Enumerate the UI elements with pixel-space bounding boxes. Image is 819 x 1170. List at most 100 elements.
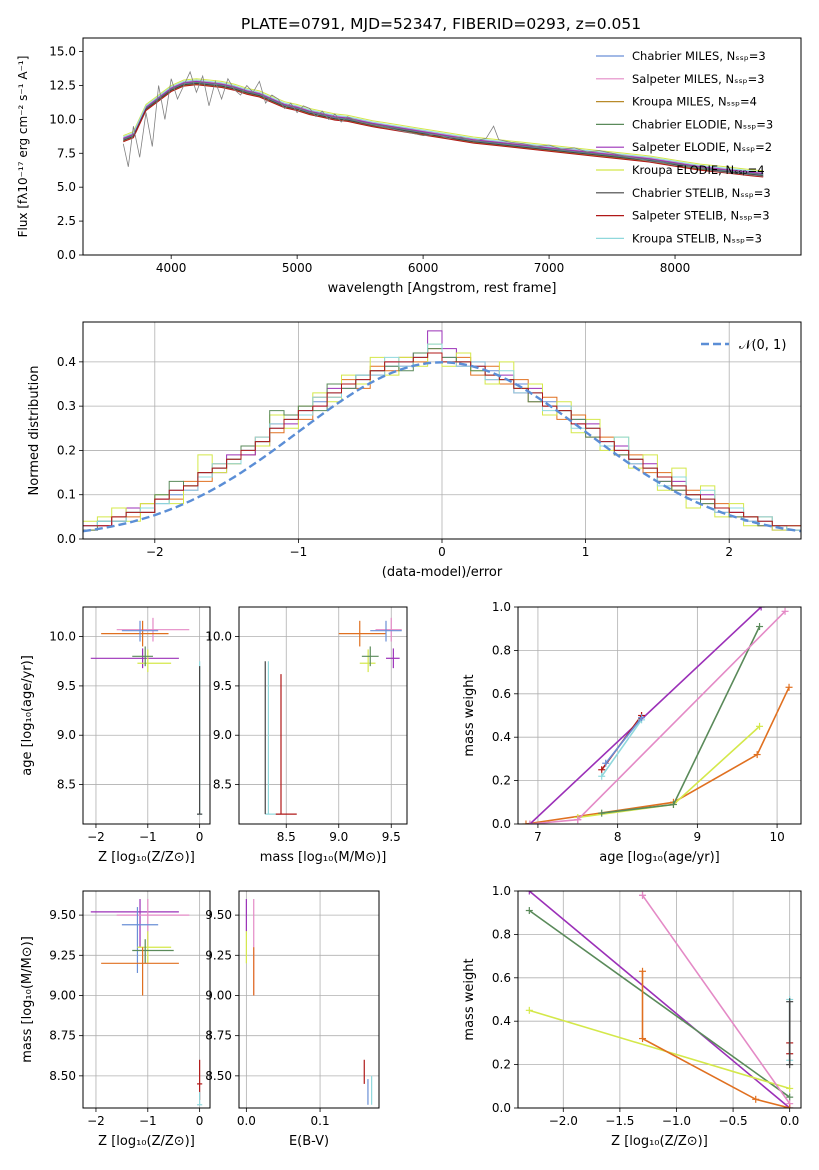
x-tick-label: −1 [290, 545, 308, 559]
y-tick-label: 9.25 [49, 948, 76, 962]
y-tick-label: 0.8 [492, 927, 511, 941]
y-tick-label: 8.5 [213, 778, 232, 792]
x-axis-label: Z [log₁₀(Z/Z⊙)] [98, 1134, 195, 1149]
figure-title: PLATE=0791, MJD=52347, FIBERID=0293, z=0… [241, 15, 641, 33]
series-line [528, 909, 791, 1098]
errorbar-point [197, 1091, 203, 1106]
y-tick-label: 0.0 [492, 817, 511, 831]
x-tick-label: 7 [534, 830, 542, 844]
series-marker [781, 607, 789, 615]
legend-label: Chabrier STELIB, Nₛₛₚ=3 [632, 186, 771, 200]
model-spectrum-line [123, 82, 764, 176]
y-axis-label: mass [log₁₀(M/M⊙)] [20, 936, 35, 1063]
x-tick-label: 0.0 [237, 1114, 256, 1128]
series-line [641, 971, 790, 1108]
grid [518, 606, 801, 825]
panel-mass-vs-ebv: 0.0 0.1 8.50 8.75 9.00 9.25 9.50 E(B-V) [205, 890, 380, 1149]
x-tick-label: −1.5 [605, 1114, 634, 1128]
x-tick-label: 0 [438, 545, 446, 559]
y-tick-label: 9.0 [213, 728, 232, 742]
x-tick-label: −1 [139, 830, 157, 844]
panel-age-vs-z: −2 −1 0 8.5 9.0 9.5 10.0 Z [log₁₀(Z/Z⊙)] age [lo… [20, 606, 211, 865]
y-tick-label: 0.6 [492, 687, 511, 701]
series-line [577, 610, 786, 821]
y-tick-label: 10.0 [49, 630, 76, 644]
errorbar-point [197, 666, 203, 815]
legend-label: Salpeter STELIB, Nₛₛₚ=3 [632, 209, 770, 223]
panel-spectrum: Chabrier MILES, Nₛₛₚ=3 Salpeter MILES, Nₛ… [16, 37, 802, 296]
y-tick-label: 8.50 [49, 1069, 76, 1083]
y-tick-label: 5.0 [57, 180, 76, 194]
axes-frame [82, 606, 211, 825]
series-line [605, 717, 643, 764]
series-marker [525, 1006, 533, 1014]
y-tick-label: 12.5 [49, 78, 76, 92]
y-tick-label: 2.5 [57, 214, 76, 228]
panel-mass-vs-z: −2 −1 0 8.50 8.75 9.00 9.25 9.50 Z [log₁₀(Z/Z⊙)]… [20, 890, 211, 1149]
series-marker [757, 607, 765, 611]
panel-age-vs-mass: 8.5 9.0 9.5 8.5 9.0 9.5 10.0 mass [log₁₀(M/M⊙)] [205, 606, 408, 865]
series-marker [752, 1095, 760, 1103]
legend: Chabrier MILES, Nₛₛₚ=3 Salpeter MILES, Nₛ… [596, 49, 773, 245]
x-tick-label: 0 [196, 830, 204, 844]
series-marker [639, 891, 647, 899]
legend: 𝒩(0, 1) [701, 338, 786, 353]
y-tick-label: 10.0 [49, 112, 76, 126]
y-tick-label: 0.2 [492, 774, 511, 788]
legend-label: Kroupa MILES, Nₛₛₚ=4 [632, 95, 757, 109]
series-marker [598, 809, 606, 817]
series-marker [786, 1104, 794, 1108]
y-axis-label: Normed distribution [27, 366, 42, 496]
errorbar-point [90, 648, 179, 669]
plot-area [264, 617, 402, 815]
series-marker [786, 1093, 794, 1101]
y-axis-label: age [log₁₀(age/yr)] [20, 655, 35, 776]
errorbar-point [361, 646, 379, 667]
errorbar-point [359, 649, 376, 673]
x-axis-label: Z [log₁₀(Z/Z⊙)] [98, 850, 195, 865]
y-tick-label: 0.1 [57, 488, 76, 502]
model-spectrum-line [123, 82, 764, 177]
x-axis-label: (data-model)/error [382, 565, 503, 580]
x-tick-label: 4000 [156, 261, 187, 275]
x-tick-label: 2 [725, 545, 733, 559]
plot-area [90, 899, 203, 1106]
grid [83, 607, 210, 824]
y-tick-label: 8.50 [205, 1069, 232, 1083]
grid [83, 891, 210, 1108]
model-spectrum-line [123, 78, 764, 172]
legend-label: Kroupa ELODIE, Nₛₛₚ=4 [632, 163, 765, 177]
axes-frame [517, 890, 802, 1109]
x-tick-label: −1 [139, 1114, 157, 1128]
errorbar-point [132, 939, 174, 964]
legend-label: Salpeter ELODIE, Nₛₛₚ=2 [632, 140, 772, 154]
y-tick-label: 9.0 [57, 728, 76, 742]
x-tick-label: −2 [87, 1114, 105, 1128]
errorbar-point [386, 648, 400, 669]
legend-label: Kroupa STELIB, Nₛₛₚ=3 [632, 231, 762, 245]
x-tick-label: 7000 [534, 261, 565, 275]
y-tick-label: 0.3 [57, 399, 76, 413]
x-tick-label: −2 [146, 545, 164, 559]
series-marker [525, 907, 533, 915]
series-marker [602, 759, 610, 767]
legend-label: Chabrier MILES, Nₛₛₚ=3 [632, 49, 766, 63]
series-marker [785, 683, 793, 691]
y-tick-label: 9.50 [205, 908, 232, 922]
series-marker [753, 751, 761, 759]
y-tick-label: 0.2 [57, 443, 76, 457]
y-tick-label: 0.0 [492, 1101, 511, 1115]
y-tick-label: 9.00 [205, 988, 232, 1002]
series-marker [786, 1084, 794, 1092]
series-marker [756, 722, 764, 730]
series-marker [669, 800, 677, 808]
x-axis-label: E(B-V) [289, 1134, 329, 1149]
legend-label: 𝒩(0, 1) [739, 338, 786, 353]
y-tick-label: 0.0 [57, 532, 76, 546]
observed-spectrum-line [122, 70, 764, 177]
axes-frame [238, 890, 380, 1109]
series-marker [638, 714, 646, 722]
y-tick-label: 8.75 [205, 1029, 232, 1043]
axes-frame [82, 37, 802, 256]
